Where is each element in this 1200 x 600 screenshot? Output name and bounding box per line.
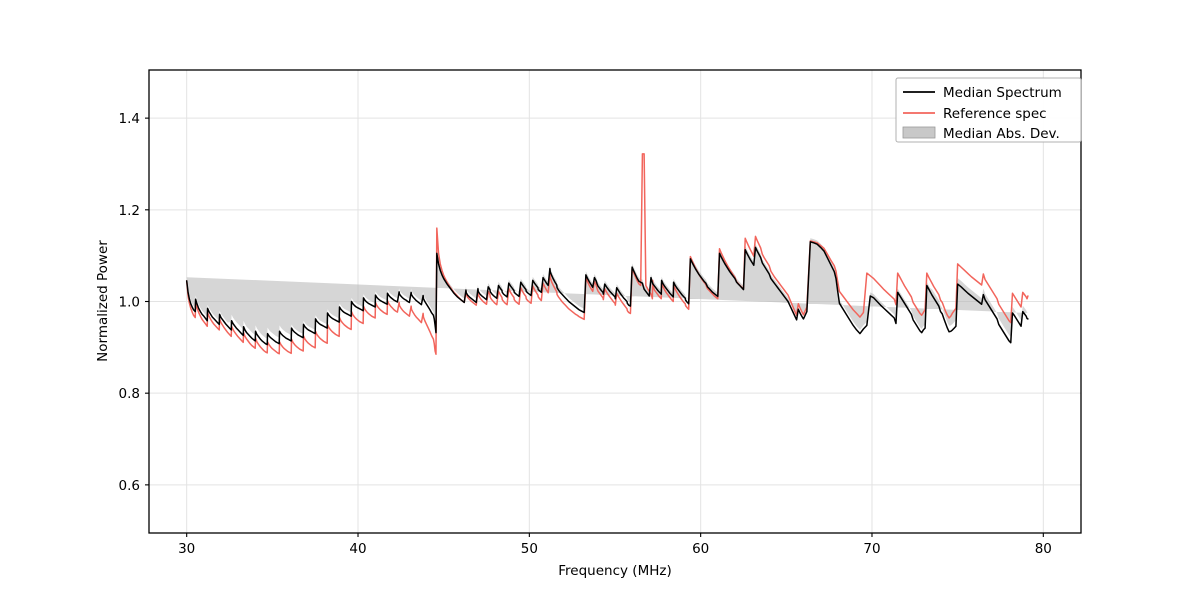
y-axis-ticks: 0.6 0.8 1.0 1.2 1.4 xyxy=(119,111,149,494)
y-tick-label: 1.0 xyxy=(119,295,140,311)
y-axis-label: Normalized Power xyxy=(95,240,111,362)
legend-label-median-abs-dev: Median Abs. Dev. xyxy=(943,126,1060,142)
x-tick-label: 80 xyxy=(1035,541,1052,557)
x-tick-label: 70 xyxy=(863,541,880,557)
legend-swatch-median-abs-dev xyxy=(902,126,936,139)
y-tick-label: 0.6 xyxy=(119,478,140,494)
legend-box xyxy=(895,77,1082,143)
legend-label-reference-spec: Reference spec xyxy=(943,106,1047,122)
x-axis-label: Frequency (MHz) xyxy=(558,563,671,579)
reference-spec-line xyxy=(185,153,1029,355)
x-tick-label: 60 xyxy=(692,541,709,557)
legend-label-median-spectrum: Median Spectrum xyxy=(943,85,1062,101)
x-tick-label: 50 xyxy=(521,541,538,557)
legend[interactable]: Median Spectrum Reference spec Median Ab… xyxy=(895,77,1082,143)
x-tick-label: 40 xyxy=(349,541,366,557)
median-spectrum-line xyxy=(185,241,1029,346)
data-layer xyxy=(185,153,1029,355)
y-tick-label: 1.2 xyxy=(119,203,140,219)
y-tick-label: 0.8 xyxy=(119,386,140,402)
x-tick-label: 30 xyxy=(178,541,195,557)
y-tick-label: 1.4 xyxy=(119,111,140,127)
x-axis-ticks: 30 40 50 60 70 80 xyxy=(178,533,1052,557)
